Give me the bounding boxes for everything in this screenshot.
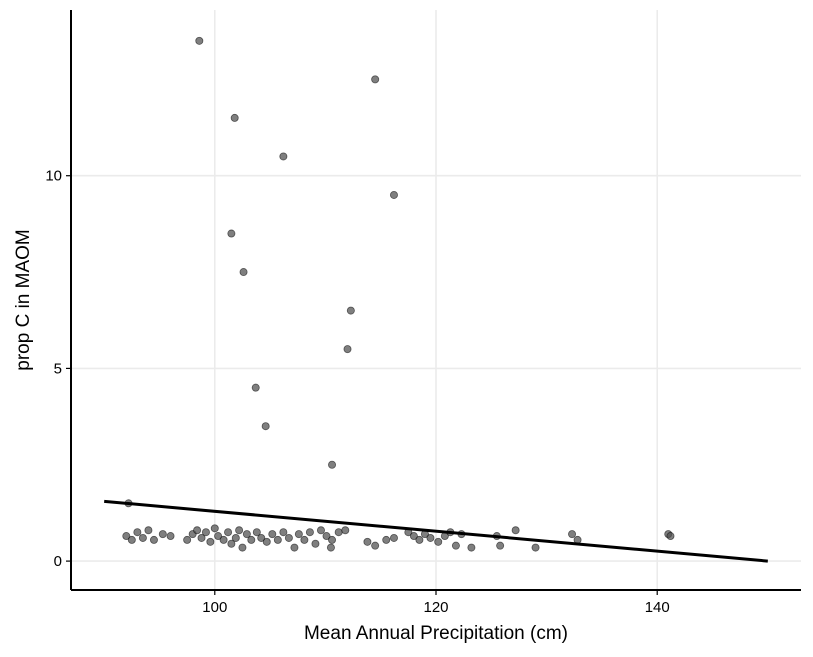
trend-line xyxy=(104,499,768,563)
data-point xyxy=(144,526,153,535)
data-point xyxy=(122,532,131,541)
data-point xyxy=(316,526,325,535)
x-axis-title: Mean Annual Precipitation (cm) xyxy=(304,623,568,644)
data-point xyxy=(363,537,372,546)
data-point xyxy=(201,528,210,537)
data-point xyxy=(238,543,247,552)
data-point xyxy=(328,460,337,469)
data-point xyxy=(133,528,142,537)
data-point xyxy=(326,543,335,552)
data-point xyxy=(262,537,271,546)
data-point xyxy=(219,535,228,544)
data-point xyxy=(252,528,261,537)
data-point xyxy=(434,537,443,546)
data-point xyxy=(531,543,540,552)
x-tick-label: 120 xyxy=(423,599,448,616)
data-point xyxy=(666,532,675,541)
data-point xyxy=(224,528,233,537)
data-point xyxy=(227,539,236,548)
data-point xyxy=(138,533,147,542)
data-point xyxy=(290,543,299,552)
x-tick-label: 100 xyxy=(202,599,227,616)
x-tick-label: 140 xyxy=(645,599,670,616)
data-point xyxy=(239,268,248,277)
data-point xyxy=(389,533,398,542)
data-point xyxy=(206,537,215,546)
data-point xyxy=(257,533,266,542)
data-point xyxy=(415,535,424,544)
data-point xyxy=(279,528,288,537)
data-point xyxy=(311,539,320,548)
data-point xyxy=(511,526,520,535)
y-tick-label: 5 xyxy=(54,360,62,377)
y-tick-label: 0 xyxy=(54,553,62,570)
data-point xyxy=(382,535,391,544)
data-point xyxy=(300,535,309,544)
data-point xyxy=(268,530,277,539)
data-point xyxy=(284,533,293,542)
data-point xyxy=(341,526,350,535)
data-point xyxy=(166,532,175,541)
data-point xyxy=(328,535,337,544)
data-point xyxy=(496,541,505,550)
data-point xyxy=(231,533,240,542)
data-point xyxy=(389,190,398,199)
data-point xyxy=(305,528,314,537)
data-points xyxy=(122,36,675,552)
data-point xyxy=(242,530,251,539)
data-point xyxy=(426,533,435,542)
data-point xyxy=(127,535,136,544)
data-point xyxy=(230,113,239,122)
axis-ticks: 100 120 140 0 5 10 xyxy=(45,168,669,616)
data-point xyxy=(279,152,288,161)
data-point xyxy=(183,535,192,544)
data-point xyxy=(294,530,303,539)
data-point xyxy=(251,383,260,392)
data-point xyxy=(158,530,167,539)
data-point xyxy=(193,526,202,535)
data-point xyxy=(343,345,352,354)
data-point xyxy=(197,533,206,542)
data-point xyxy=(409,532,418,541)
data-point xyxy=(467,543,476,552)
data-point xyxy=(227,229,236,238)
gridlines xyxy=(71,10,801,590)
y-tick-label: 10 xyxy=(45,168,62,185)
data-point xyxy=(149,535,158,544)
data-point xyxy=(346,306,355,315)
y-axis-title: prop C in MAOM xyxy=(13,229,34,370)
data-point xyxy=(235,526,244,535)
data-point xyxy=(195,36,204,45)
data-point xyxy=(210,524,219,533)
data-point xyxy=(322,532,331,541)
data-point xyxy=(214,532,223,541)
data-point xyxy=(273,535,282,544)
data-point xyxy=(371,541,380,550)
data-point xyxy=(451,541,460,550)
data-point xyxy=(261,422,270,431)
data-point xyxy=(568,530,577,539)
data-point xyxy=(334,528,343,537)
data-point xyxy=(247,535,256,544)
data-point xyxy=(371,75,380,84)
